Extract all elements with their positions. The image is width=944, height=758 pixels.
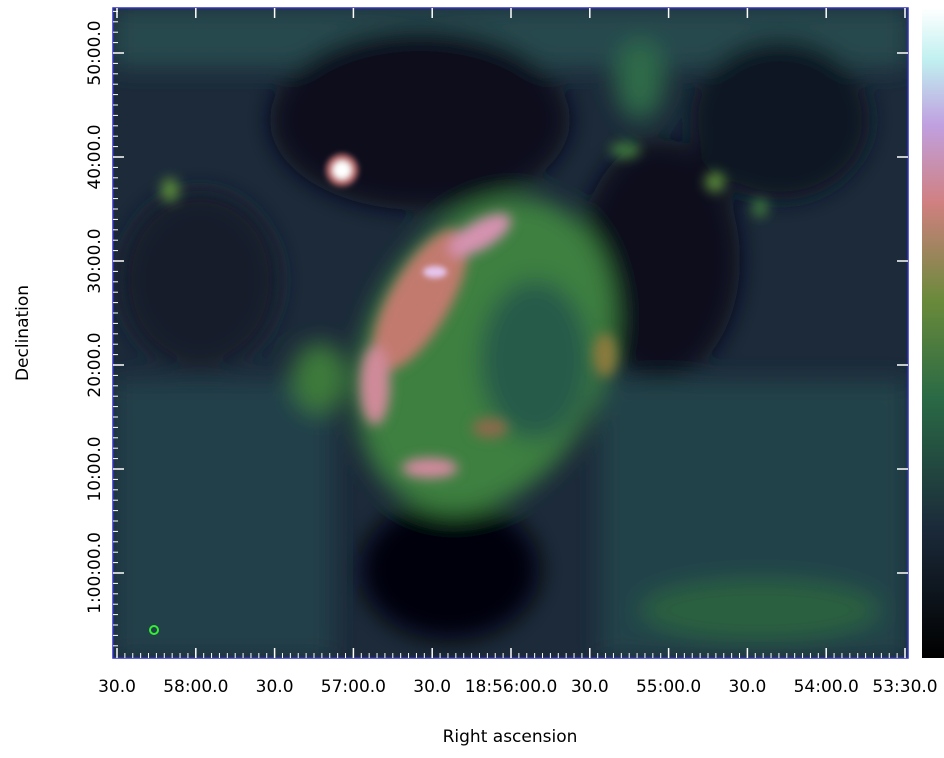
x-tick-label: 30.0: [571, 677, 609, 697]
colorbar: [922, 8, 944, 658]
x-tick-label: 30.0: [98, 677, 136, 697]
x-tick-label: 18:56:00.0: [465, 677, 558, 697]
x-tick-label: 54:00.0: [794, 677, 859, 697]
x-tick-label: 57:00.0: [321, 677, 386, 697]
y-tick-label: 1:00:00.0: [85, 532, 105, 614]
x-tick-label: 30.0: [256, 677, 294, 697]
y-tick-label: 20:00.0: [85, 332, 105, 397]
ticks: 30.0 58:00.0 30.0 57:00.0 30.0 18:56:00.0 30.0…: [85, 8, 938, 697]
y-tick-label: 40:00.0: [85, 124, 105, 189]
x-tick-label: 30.0: [728, 677, 766, 697]
x-tick-label: 58:00.0: [163, 677, 228, 697]
y-axis-label: Declination: [13, 285, 33, 381]
y-tick-label: 30:00.0: [85, 228, 105, 293]
sky-image: [113, 8, 908, 658]
x-axis-label: Right ascension: [443, 727, 578, 747]
x-tick-label: 30.0: [413, 677, 451, 697]
y-tick-label: 10:00.0: [85, 436, 105, 501]
y-tick-label: 50:00.0: [85, 20, 105, 85]
x-tick-label: 53:30.0: [872, 677, 937, 697]
beam-marker: [149, 625, 159, 635]
x-tick-label: 55:00.0: [636, 677, 701, 697]
